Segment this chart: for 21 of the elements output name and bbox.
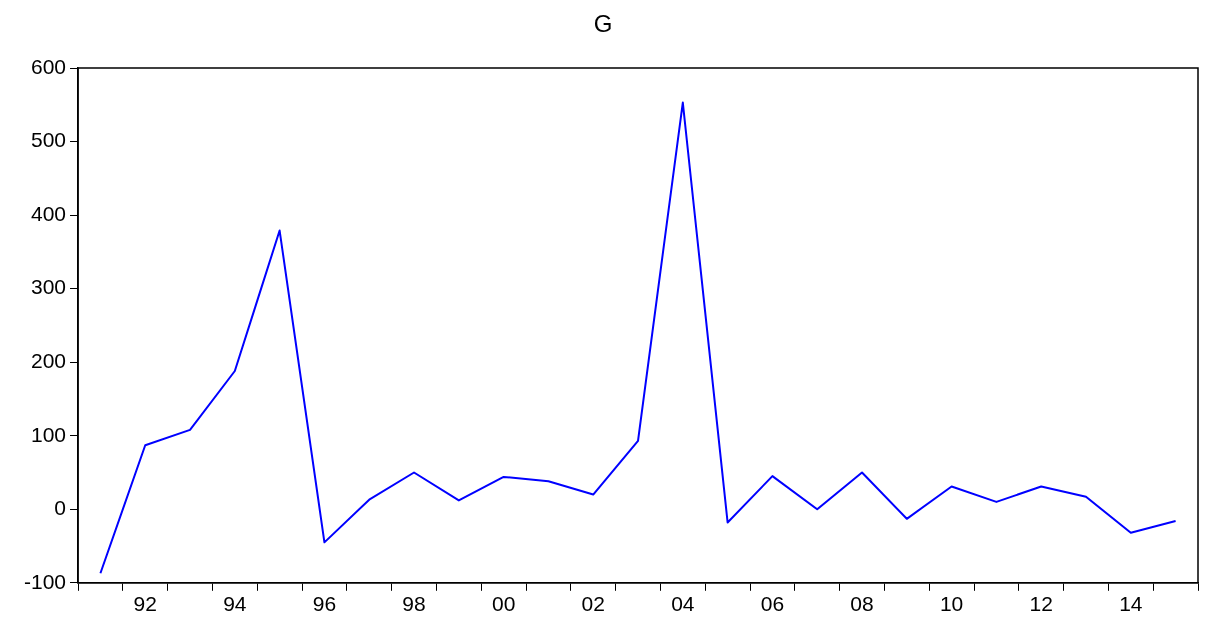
x-tick-label: 06 [760,592,785,616]
y-tick-label: 600 [30,54,67,78]
x-tick-label: 14 [1119,592,1143,616]
x-tick-label: 12 [1029,592,1053,616]
y-tick-label: 200 [30,348,67,372]
y-tick-label: -100 [24,569,67,593]
y-tick-label: 500 [30,128,67,152]
x-tick-label: 92 [133,592,157,616]
y-tick-label: 400 [30,201,67,225]
x-tick-label: 02 [581,592,605,616]
x-tick-label: 94 [223,592,247,616]
x-tick-label: 10 [939,592,964,616]
x-tick-label: 08 [850,592,874,616]
x-tick-label: 98 [402,592,426,616]
y-tick-label: 0 [54,496,67,520]
y-tick-label: 300 [30,275,67,299]
y-tick-label: 100 [30,422,67,446]
chart-title: G [592,10,614,38]
x-tick-label: 96 [312,592,337,616]
x-tick-label: 04 [671,592,695,616]
x-tick-label: 00 [491,592,516,616]
